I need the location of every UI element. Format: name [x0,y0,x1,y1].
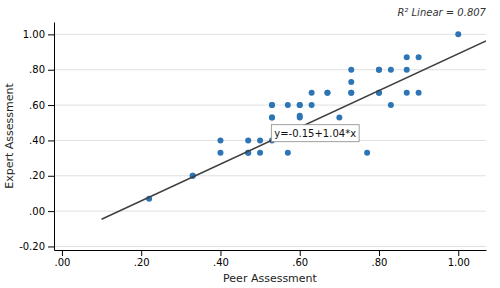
chart: .00 .20 .40 .60 .80 1.00 -0.20 .00 .20 .40 .60 .80 1… [0,0,500,288]
point [388,67,394,73]
point [257,150,263,156]
y-axis: -0.20 .00 .20 .40 .60 .80 1.00 [19,23,54,253]
equation-annotation: y=-0.15+1.04*x [274,128,356,139]
point [336,114,342,120]
y-tick-mark [48,176,54,177]
point [388,102,394,108]
point [269,102,275,108]
point [348,90,354,96]
y-tick-label: -0.20 [19,241,45,252]
y-tick-mark [48,70,54,71]
x-tick-label: .40 [213,257,229,268]
point [324,90,330,96]
point [404,90,410,96]
r2-annotation: R² Linear = 0.807 [397,7,486,18]
x-tick-label: .00 [54,257,70,268]
point [348,79,354,85]
x-tick-mark [300,250,301,256]
point [416,54,422,60]
point [297,113,303,119]
y-tick-label: .00 [29,206,45,217]
x-axis-title: Peer Assessment [223,272,317,285]
y-tick: .40 [29,135,54,146]
point [269,102,275,108]
x-tick: 1.00 [448,250,470,268]
fit-line [102,41,486,219]
point [309,102,315,108]
y-tick-mark [48,105,54,106]
x-tick-mark [220,250,221,256]
point [364,150,370,156]
equation-box-frame [271,125,359,142]
y-tick-label: 1.00 [23,29,45,40]
y-tick: .00 [29,206,54,217]
y-tick-mark [48,246,54,247]
point [297,102,303,108]
point [269,114,275,120]
point [217,137,223,143]
grid-line [54,246,486,247]
y-tick: -0.20 [19,241,54,252]
equation-box: y=-0.15+1.04*x [271,125,359,142]
y-tick: .60 [29,100,54,111]
point [269,114,275,120]
point [348,67,354,73]
point [309,90,315,96]
grid-line [54,175,486,176]
point [404,54,410,60]
plot-area [102,31,486,219]
grid-line [54,69,486,70]
x-tick-mark [458,250,459,256]
point [324,90,330,96]
x-tick: .00 [54,250,70,268]
x-tick: .60 [292,250,308,268]
point [455,31,461,37]
x-axis: .00 .20 .40 .60 .80 1.00 [54,250,486,268]
point [376,67,382,73]
x-tick: .80 [372,250,388,268]
point [376,67,382,73]
y-axis-line [54,23,55,251]
y-tick: .80 [29,64,54,75]
y-axis-title: Expert Assessment [3,83,16,189]
y-tick-label: .40 [29,135,45,146]
grid [54,34,486,246]
point [404,67,410,73]
y-tick: .20 [29,170,54,181]
point [416,90,422,96]
y-tick-mark [48,34,54,35]
point [217,150,223,156]
grid-line [54,34,486,35]
x-tick: .40 [213,250,229,268]
y-tick-label: .60 [29,100,45,111]
point [348,90,354,96]
y-tick-label: .80 [29,64,45,75]
x-tick-mark [141,250,142,256]
y-tick-mark [48,211,54,212]
x-tick-mark [379,250,380,256]
y-tick-label: .20 [29,170,45,181]
point [285,150,291,156]
point [257,137,263,143]
y-tick-mark [48,140,54,141]
point [297,102,303,108]
x-tick-label: .60 [292,257,308,268]
x-tick: .20 [134,250,150,268]
x-tick-label: 1.00 [448,257,470,268]
x-tick-label: .80 [372,257,388,268]
point [285,102,291,108]
y-tick: 1.00 [23,29,54,40]
x-tick-label: .20 [134,257,150,268]
x-tick-mark [62,250,63,256]
x-axis-line [55,250,487,251]
point [245,137,251,143]
